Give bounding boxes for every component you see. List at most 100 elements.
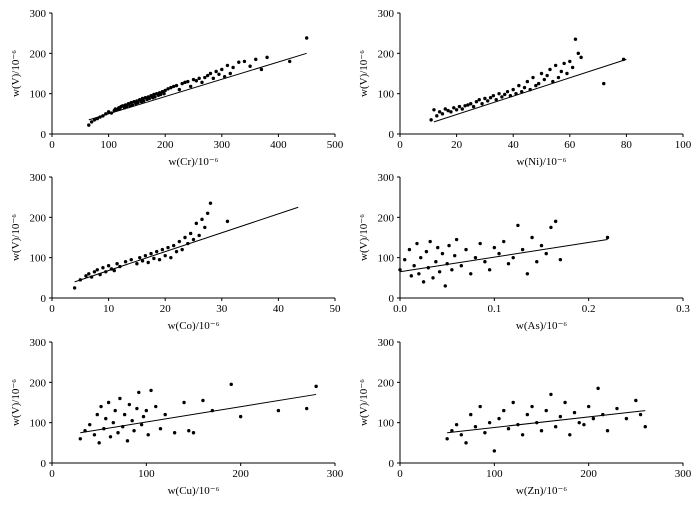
data-point bbox=[638, 412, 643, 417]
data-point bbox=[445, 437, 449, 441]
data-point bbox=[457, 104, 462, 109]
data-point bbox=[95, 412, 99, 417]
data-point bbox=[92, 118, 97, 122]
data-point bbox=[551, 79, 555, 84]
x-tick-label: 0 bbox=[397, 468, 403, 480]
data-point bbox=[522, 85, 527, 90]
y-tick-label: 300 bbox=[30, 172, 47, 184]
x-tick-label: 0 bbox=[49, 303, 55, 315]
data-point bbox=[453, 253, 457, 258]
data-point bbox=[565, 71, 569, 76]
data-point bbox=[539, 71, 544, 76]
y-tick-label: 200 bbox=[378, 377, 395, 389]
data-point bbox=[634, 398, 638, 403]
data-point bbox=[238, 414, 243, 419]
data-point bbox=[146, 433, 150, 437]
data-point bbox=[92, 270, 97, 274]
data-point bbox=[460, 107, 464, 111]
y-tick-label: 300 bbox=[378, 172, 395, 184]
data-point bbox=[305, 406, 309, 411]
y-axis-label: w(V)/10⁻⁶ bbox=[358, 50, 370, 97]
data-point bbox=[169, 255, 173, 260]
data-point bbox=[217, 72, 221, 77]
y-tick-label: 200 bbox=[30, 48, 47, 60]
scatter-panel: 0 100 200 300 400 500 0 100 200 300 w(Cr)/10⁻⁶ w(V)… bbox=[10, 8, 344, 168]
data-point bbox=[231, 65, 235, 70]
y-tick-label: 0 bbox=[41, 458, 47, 470]
data-point bbox=[419, 255, 423, 260]
x-tick-label: 0.3 bbox=[676, 303, 690, 315]
data-point bbox=[152, 256, 156, 261]
data-point bbox=[483, 260, 487, 264]
x-axis-label: w(Cr)/10⁻⁶ bbox=[169, 156, 219, 168]
data-point bbox=[558, 414, 563, 419]
data-point bbox=[478, 404, 482, 409]
data-point bbox=[163, 88, 167, 93]
data-point bbox=[108, 435, 113, 439]
data-point bbox=[494, 98, 498, 102]
data-point bbox=[138, 255, 142, 260]
data-point bbox=[577, 420, 581, 425]
trend-line bbox=[433, 58, 627, 123]
data-point bbox=[483, 431, 487, 435]
data-point bbox=[534, 83, 538, 88]
data-point bbox=[556, 75, 561, 80]
data-point bbox=[443, 284, 447, 288]
y-axis-label: w(V)/10⁻⁶ bbox=[10, 50, 22, 97]
data-point bbox=[500, 95, 504, 99]
data-point bbox=[483, 96, 487, 101]
data-point bbox=[135, 406, 139, 411]
data-point bbox=[136, 100, 140, 105]
data-point bbox=[398, 268, 402, 272]
data-point bbox=[139, 422, 144, 427]
data-point bbox=[429, 118, 433, 122]
data-point bbox=[171, 84, 176, 89]
x-tick-label: 10 bbox=[103, 303, 115, 315]
y-tick-label: 100 bbox=[378, 89, 395, 101]
data-point bbox=[497, 251, 501, 256]
data-point bbox=[225, 63, 230, 68]
data-point bbox=[502, 408, 506, 413]
data-point bbox=[187, 429, 191, 433]
data-point bbox=[97, 441, 101, 445]
data-point bbox=[436, 245, 440, 250]
x-tick-label: 60 bbox=[564, 139, 576, 151]
data-point bbox=[473, 255, 478, 260]
data-point bbox=[101, 266, 105, 270]
data-point bbox=[409, 274, 414, 278]
data-point bbox=[180, 247, 184, 252]
data-point bbox=[428, 239, 432, 244]
y-axis-label: w(V)/10⁻⁶ bbox=[10, 214, 22, 261]
data-point bbox=[539, 243, 544, 248]
data-point bbox=[188, 84, 193, 89]
data-point bbox=[602, 81, 606, 86]
data-point bbox=[157, 257, 162, 262]
data-point bbox=[78, 437, 83, 441]
data-point bbox=[477, 98, 481, 102]
data-point bbox=[200, 217, 204, 222]
data-point bbox=[502, 239, 506, 244]
data-point bbox=[125, 439, 130, 443]
data-point bbox=[259, 67, 264, 72]
data-point bbox=[553, 219, 558, 224]
data-point bbox=[440, 112, 445, 116]
data-point bbox=[505, 89, 510, 94]
x-tick-label: 200 bbox=[157, 139, 174, 151]
data-point bbox=[194, 221, 199, 226]
data-point bbox=[553, 63, 558, 68]
data-point bbox=[519, 89, 524, 94]
scatter-panel: 0.0 0.1 0.2 0.3 0 100 200 300 w(As)/10⁻⁶ w(V)/10⁻… bbox=[358, 172, 690, 332]
data-point bbox=[525, 272, 530, 276]
data-point bbox=[147, 96, 152, 101]
data-point bbox=[129, 257, 133, 262]
x-tick-label: 0 bbox=[49, 139, 55, 151]
data-point bbox=[116, 431, 120, 435]
data-point bbox=[158, 92, 163, 97]
data-point bbox=[205, 73, 210, 78]
y-tick-label: 100 bbox=[378, 418, 395, 430]
data-point bbox=[511, 87, 515, 92]
data-point bbox=[88, 422, 92, 427]
trend-line bbox=[88, 52, 307, 121]
data-point bbox=[437, 270, 442, 274]
data-point bbox=[305, 36, 309, 40]
